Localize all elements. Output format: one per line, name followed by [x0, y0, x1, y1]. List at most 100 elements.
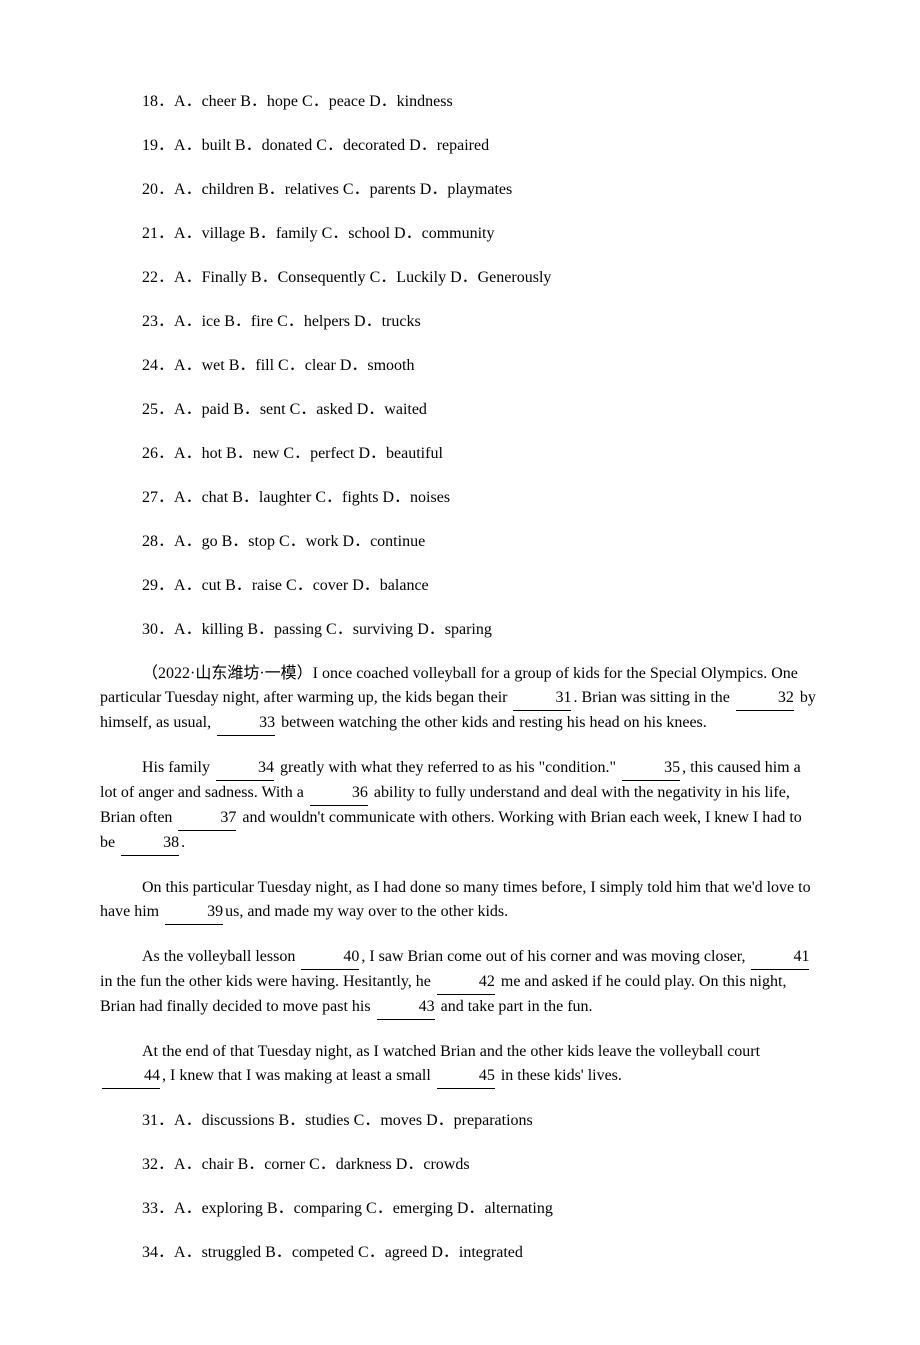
label-c: C．: [370, 269, 397, 286]
sep: ．: [158, 489, 174, 506]
opt-a: cut: [202, 577, 222, 594]
label-a: A．: [174, 137, 202, 154]
label-b: B．: [238, 1156, 265, 1173]
blank-31: 31: [513, 686, 571, 711]
label-b: B．: [235, 137, 262, 154]
label-c: C．: [366, 1200, 393, 1217]
blank-43: 43: [377, 995, 435, 1020]
label-c: C．: [286, 577, 313, 594]
sep: ．: [158, 93, 174, 110]
text: between watching the other kids and rest…: [277, 714, 707, 731]
opt-a: village: [202, 225, 246, 242]
question-28: 28．A．go B．stop C．work D．continue: [100, 530, 820, 554]
opt-c: darkness: [336, 1156, 392, 1173]
opt-b: sent: [260, 401, 286, 418]
label-d: D．: [394, 225, 422, 242]
opt-b: raise: [252, 577, 282, 594]
opt-a: built: [202, 137, 231, 154]
sep: ．: [158, 357, 174, 374]
label-c: C．: [322, 225, 349, 242]
question-19: 19．A．built B．donated C．decorated D．repai…: [100, 134, 820, 158]
question-24: 24．A．wet B．fill C．clear D．smooth: [100, 354, 820, 378]
opt-b: Consequently: [278, 269, 366, 286]
opt-c: parents: [370, 181, 416, 198]
opt-b: fill: [255, 357, 274, 374]
blank-33: 33: [217, 711, 275, 736]
opt-b: family: [276, 225, 318, 242]
sep: ．: [158, 137, 174, 154]
opt-b: fire: [251, 313, 273, 330]
q-num: 26: [142, 445, 158, 462]
opt-b: hope: [267, 93, 298, 110]
question-23: 23．A．ice B．fire C．helpers D．trucks: [100, 310, 820, 334]
label-a: A．: [174, 269, 202, 286]
label-a: A．: [174, 93, 202, 110]
question-27: 27．A．chat B．laughter C．fights D．noises: [100, 486, 820, 510]
question-30: 30．A．killing B．passing C．surviving D．spa…: [100, 618, 820, 642]
q-num: 28: [142, 533, 158, 550]
label-b: B．: [232, 489, 259, 506]
blank-38: 38: [121, 831, 179, 856]
text: , I knew that I was making at least a sm…: [162, 1067, 435, 1084]
label-b: B．: [278, 1112, 305, 1129]
opt-a: children: [202, 181, 254, 198]
sep: ．: [158, 621, 174, 638]
opt-a: paid: [202, 401, 230, 418]
opt-c: moves: [380, 1112, 422, 1129]
opt-b: donated: [262, 137, 313, 154]
label-b: B．: [265, 1244, 292, 1261]
blank-45: 45: [437, 1064, 495, 1089]
opt-d: smooth: [367, 357, 414, 374]
opt-c: helpers: [304, 313, 350, 330]
label-a: A．: [174, 401, 202, 418]
opt-a: struggled: [202, 1244, 262, 1261]
label-d: D．: [396, 1156, 424, 1173]
q-num: 22: [142, 269, 158, 286]
opt-c: surviving: [353, 621, 413, 638]
text: .: [181, 834, 185, 851]
opt-a: ice: [202, 313, 221, 330]
sep: ．: [158, 181, 174, 198]
text: His family: [142, 759, 214, 776]
label-d: D．: [409, 137, 437, 154]
text: and take part in the fun.: [437, 998, 593, 1015]
opt-d: preparations: [454, 1112, 533, 1129]
sep: ．: [158, 225, 174, 242]
opt-c: perfect: [310, 445, 354, 462]
label-b: B．: [225, 577, 252, 594]
opt-c: asked: [316, 401, 352, 418]
label-c: C．: [316, 137, 343, 154]
sep: ．: [158, 577, 174, 594]
opt-b: corner: [264, 1156, 305, 1173]
q-num: 19: [142, 137, 158, 154]
label-c: C．: [277, 313, 304, 330]
question-set-2: 31．A．discussions B．studies C．moves D．pre…: [100, 1109, 820, 1265]
opt-c: fights: [342, 489, 378, 506]
label-d: D．: [450, 269, 478, 286]
text: As the volleyball lesson: [142, 948, 299, 965]
label-c: C．: [279, 533, 306, 550]
opt-c: clear: [305, 357, 336, 374]
opt-a: wet: [202, 357, 225, 374]
label-a: A．: [174, 533, 202, 550]
label-a: A．: [174, 1244, 202, 1261]
q-num: 18: [142, 93, 158, 110]
sep: ．: [158, 1200, 174, 1217]
label-a: A．: [174, 357, 202, 374]
sep: ．: [158, 1112, 174, 1129]
text: . Brian was sitting in the: [573, 689, 733, 706]
opt-d: sparing: [445, 621, 492, 638]
q-num: 21: [142, 225, 158, 242]
passage-para-5: At the end of that Tuesday night, as I w…: [100, 1040, 820, 1089]
opt-a: Finally: [202, 269, 247, 286]
label-b: B．: [251, 269, 278, 286]
text: , I saw Brian come out of his corner and…: [361, 948, 749, 965]
label-a: A．: [174, 1112, 202, 1129]
label-b: B．: [258, 181, 285, 198]
question-set-1: 18．A．cheer B．hope C．peace D．kindness 19．…: [100, 90, 820, 642]
opt-d: community: [422, 225, 495, 242]
label-d: D．: [340, 357, 368, 374]
opt-d: balance: [380, 577, 429, 594]
text: in these kids' lives.: [497, 1067, 622, 1084]
opt-c: emerging: [393, 1200, 453, 1217]
